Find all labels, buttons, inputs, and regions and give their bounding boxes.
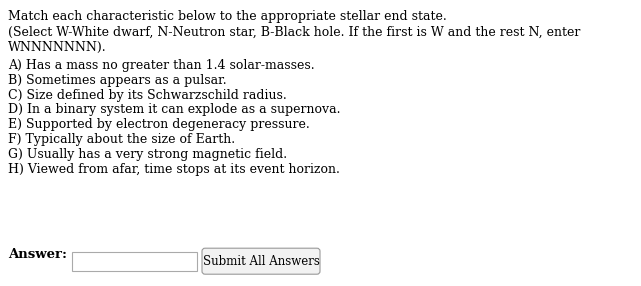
Text: Submit All Answers: Submit All Answers [203, 255, 319, 268]
Text: Answer:: Answer: [8, 249, 67, 261]
Text: Match each characteristic below to the appropriate stellar end state.: Match each characteristic below to the a… [8, 10, 447, 23]
Text: B) Sometimes appears as a pulsar.: B) Sometimes appears as a pulsar. [8, 74, 227, 87]
Text: H) Viewed from afar, time stops at its event horizon.: H) Viewed from afar, time stops at its e… [8, 163, 340, 176]
Text: (Select W-White dwarf, N-Neutron star, B-Black hole. If the first is W and the r: (Select W-White dwarf, N-Neutron star, B… [8, 25, 580, 39]
Text: A) Has a mass no greater than 1.4 solar-masses.: A) Has a mass no greater than 1.4 solar-… [8, 59, 315, 72]
Text: G) Usually has a very strong magnetic field.: G) Usually has a very strong magnetic fi… [8, 148, 287, 161]
Text: E) Supported by electron degeneracy pressure.: E) Supported by electron degeneracy pres… [8, 118, 310, 131]
FancyBboxPatch shape [202, 248, 320, 274]
FancyBboxPatch shape [72, 251, 197, 271]
Text: C) Size defined by its Schwarzschild radius.: C) Size defined by its Schwarzschild rad… [8, 89, 287, 102]
Text: D) In a binary system it can explode as a supernova.: D) In a binary system it can explode as … [8, 104, 340, 116]
Text: WNNNNNNN).: WNNNNNNN). [8, 41, 106, 54]
Text: F) Typically about the size of Earth.: F) Typically about the size of Earth. [8, 133, 235, 146]
